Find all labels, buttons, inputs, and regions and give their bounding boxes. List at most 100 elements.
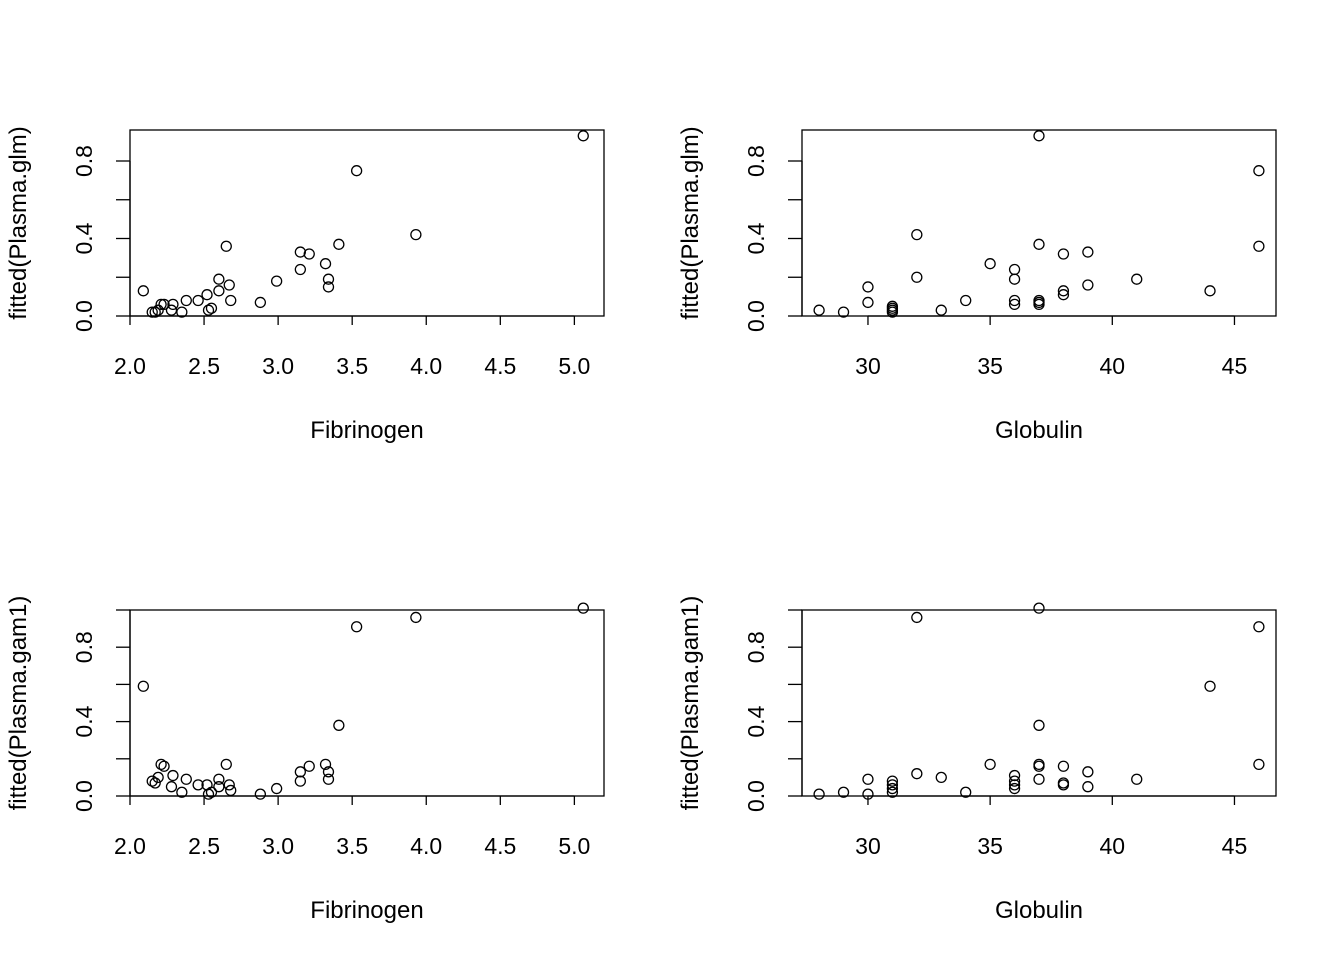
data-point [1204,285,1216,297]
data-point [322,281,335,293]
data-point [1033,602,1045,614]
data-point [935,304,947,316]
data-point [294,766,306,778]
x-tick-label: 3.0 [262,833,294,859]
x-axis: 30 35 40 45 [855,315,1248,379]
data-point [960,786,972,798]
data-point [886,306,899,318]
data-point [213,273,225,285]
data-point [155,298,167,311]
data-point [319,758,332,771]
x-tick-label: 35 [977,833,1003,859]
x-tick-label: 40 [1100,833,1126,859]
y-axis-label: fitted(Plasma.glm) [677,126,704,319]
data-point [350,165,363,177]
data-point [254,788,267,800]
x-axis: 2.0 2.5 3.0 3.5 4.0 4.5 5.0 [114,315,590,379]
data-point [350,621,363,633]
data-point [577,602,589,614]
data-point [1057,248,1070,260]
y-tick-label: 0.8 [743,145,769,177]
x-axis-label: Globulin [995,417,1083,444]
data-points [137,130,589,318]
y-tick-label: 0.4 [71,222,97,254]
data-point [165,781,178,793]
y-axis: 0.0 0.4 0.8 [743,609,803,812]
data-point [984,758,996,771]
data-point [410,611,422,624]
data-point [1253,758,1265,771]
data-point [813,304,825,316]
x-tick-label: 45 [1222,353,1248,379]
x-tick-label: 4.0 [410,353,442,379]
data-point [1008,263,1021,276]
data-point [192,294,204,307]
data-point [1008,775,1021,787]
x-tick-label: 3.0 [262,353,294,379]
y-tick-label: 0.8 [71,145,97,177]
scatter-panel-4: 30 35 40 45 Globulin 0.0 0.4 0.8 fitted(Plasma.g… [677,596,1277,924]
data-point [270,782,283,795]
data-point [223,779,235,791]
plot-box [129,609,605,797]
data-point [333,719,345,731]
data-point [911,611,923,624]
data-point [886,786,899,798]
data-point [223,279,235,291]
scatter-panel-1: 2.0 2.5 3.0 3.5 4.0 4.5 5.0 Fibrinogen 0.0 0.4 0.8… [5,126,605,444]
data-point [1253,621,1265,633]
x-tick-label: 40 [1100,353,1126,379]
x-tick-label: 2.0 [114,833,146,859]
x-axis: 30 35 40 45 [855,795,1248,859]
data-point [158,298,170,311]
data-point [1033,719,1045,731]
data-point [1033,773,1045,785]
data-point [837,786,850,798]
data-point [410,228,422,241]
data-point [333,238,345,250]
data-point [202,304,215,316]
data-point [886,782,899,795]
x-axis-label: Globulin [995,897,1083,924]
x-tick-label: 2.0 [114,353,146,379]
x-axis-label: Fibrinogen [310,417,423,444]
data-point [319,258,332,270]
data-point [813,788,825,800]
data-point [152,771,164,784]
data-point [1008,782,1021,795]
data-point [1008,769,1021,782]
y-tick-label: 0.8 [743,631,769,663]
data-point [1008,298,1021,311]
data-points [813,130,1265,318]
data-point [205,302,218,314]
x-axis: 2.0 2.5 3.0 3.5 4.0 4.5 5.0 [114,795,590,859]
data-point [192,779,204,791]
data-points [137,602,589,800]
data-point [176,306,188,318]
data-point [202,788,215,800]
data-point [149,777,161,789]
data-point [1082,766,1094,778]
data-point [149,306,161,318]
data-point [294,775,306,787]
data-point [886,302,899,314]
data-point [167,298,179,311]
data-point [303,248,315,260]
data-point [1082,781,1094,793]
scatter-panel-3: 2.0 2.5 3.0 3.5 4.0 4.5 5.0 Fibrinogen 0.0 0.4 0.8… [5,596,605,924]
data-point [862,773,874,785]
data-point [322,766,335,778]
x-tick-label: 5.0 [558,353,590,379]
data-point [1033,760,1045,772]
x-tick-label: 30 [855,353,881,379]
data-point [165,304,178,316]
data-point [911,768,923,780]
data-point [862,281,874,293]
plot-box [801,609,1277,797]
x-tick-label: 3.5 [336,353,368,379]
y-tick-label: 0.0 [71,780,97,812]
x-tick-label: 45 [1222,833,1248,859]
data-point [862,788,874,800]
data-point [176,786,188,798]
data-point [294,246,306,258]
